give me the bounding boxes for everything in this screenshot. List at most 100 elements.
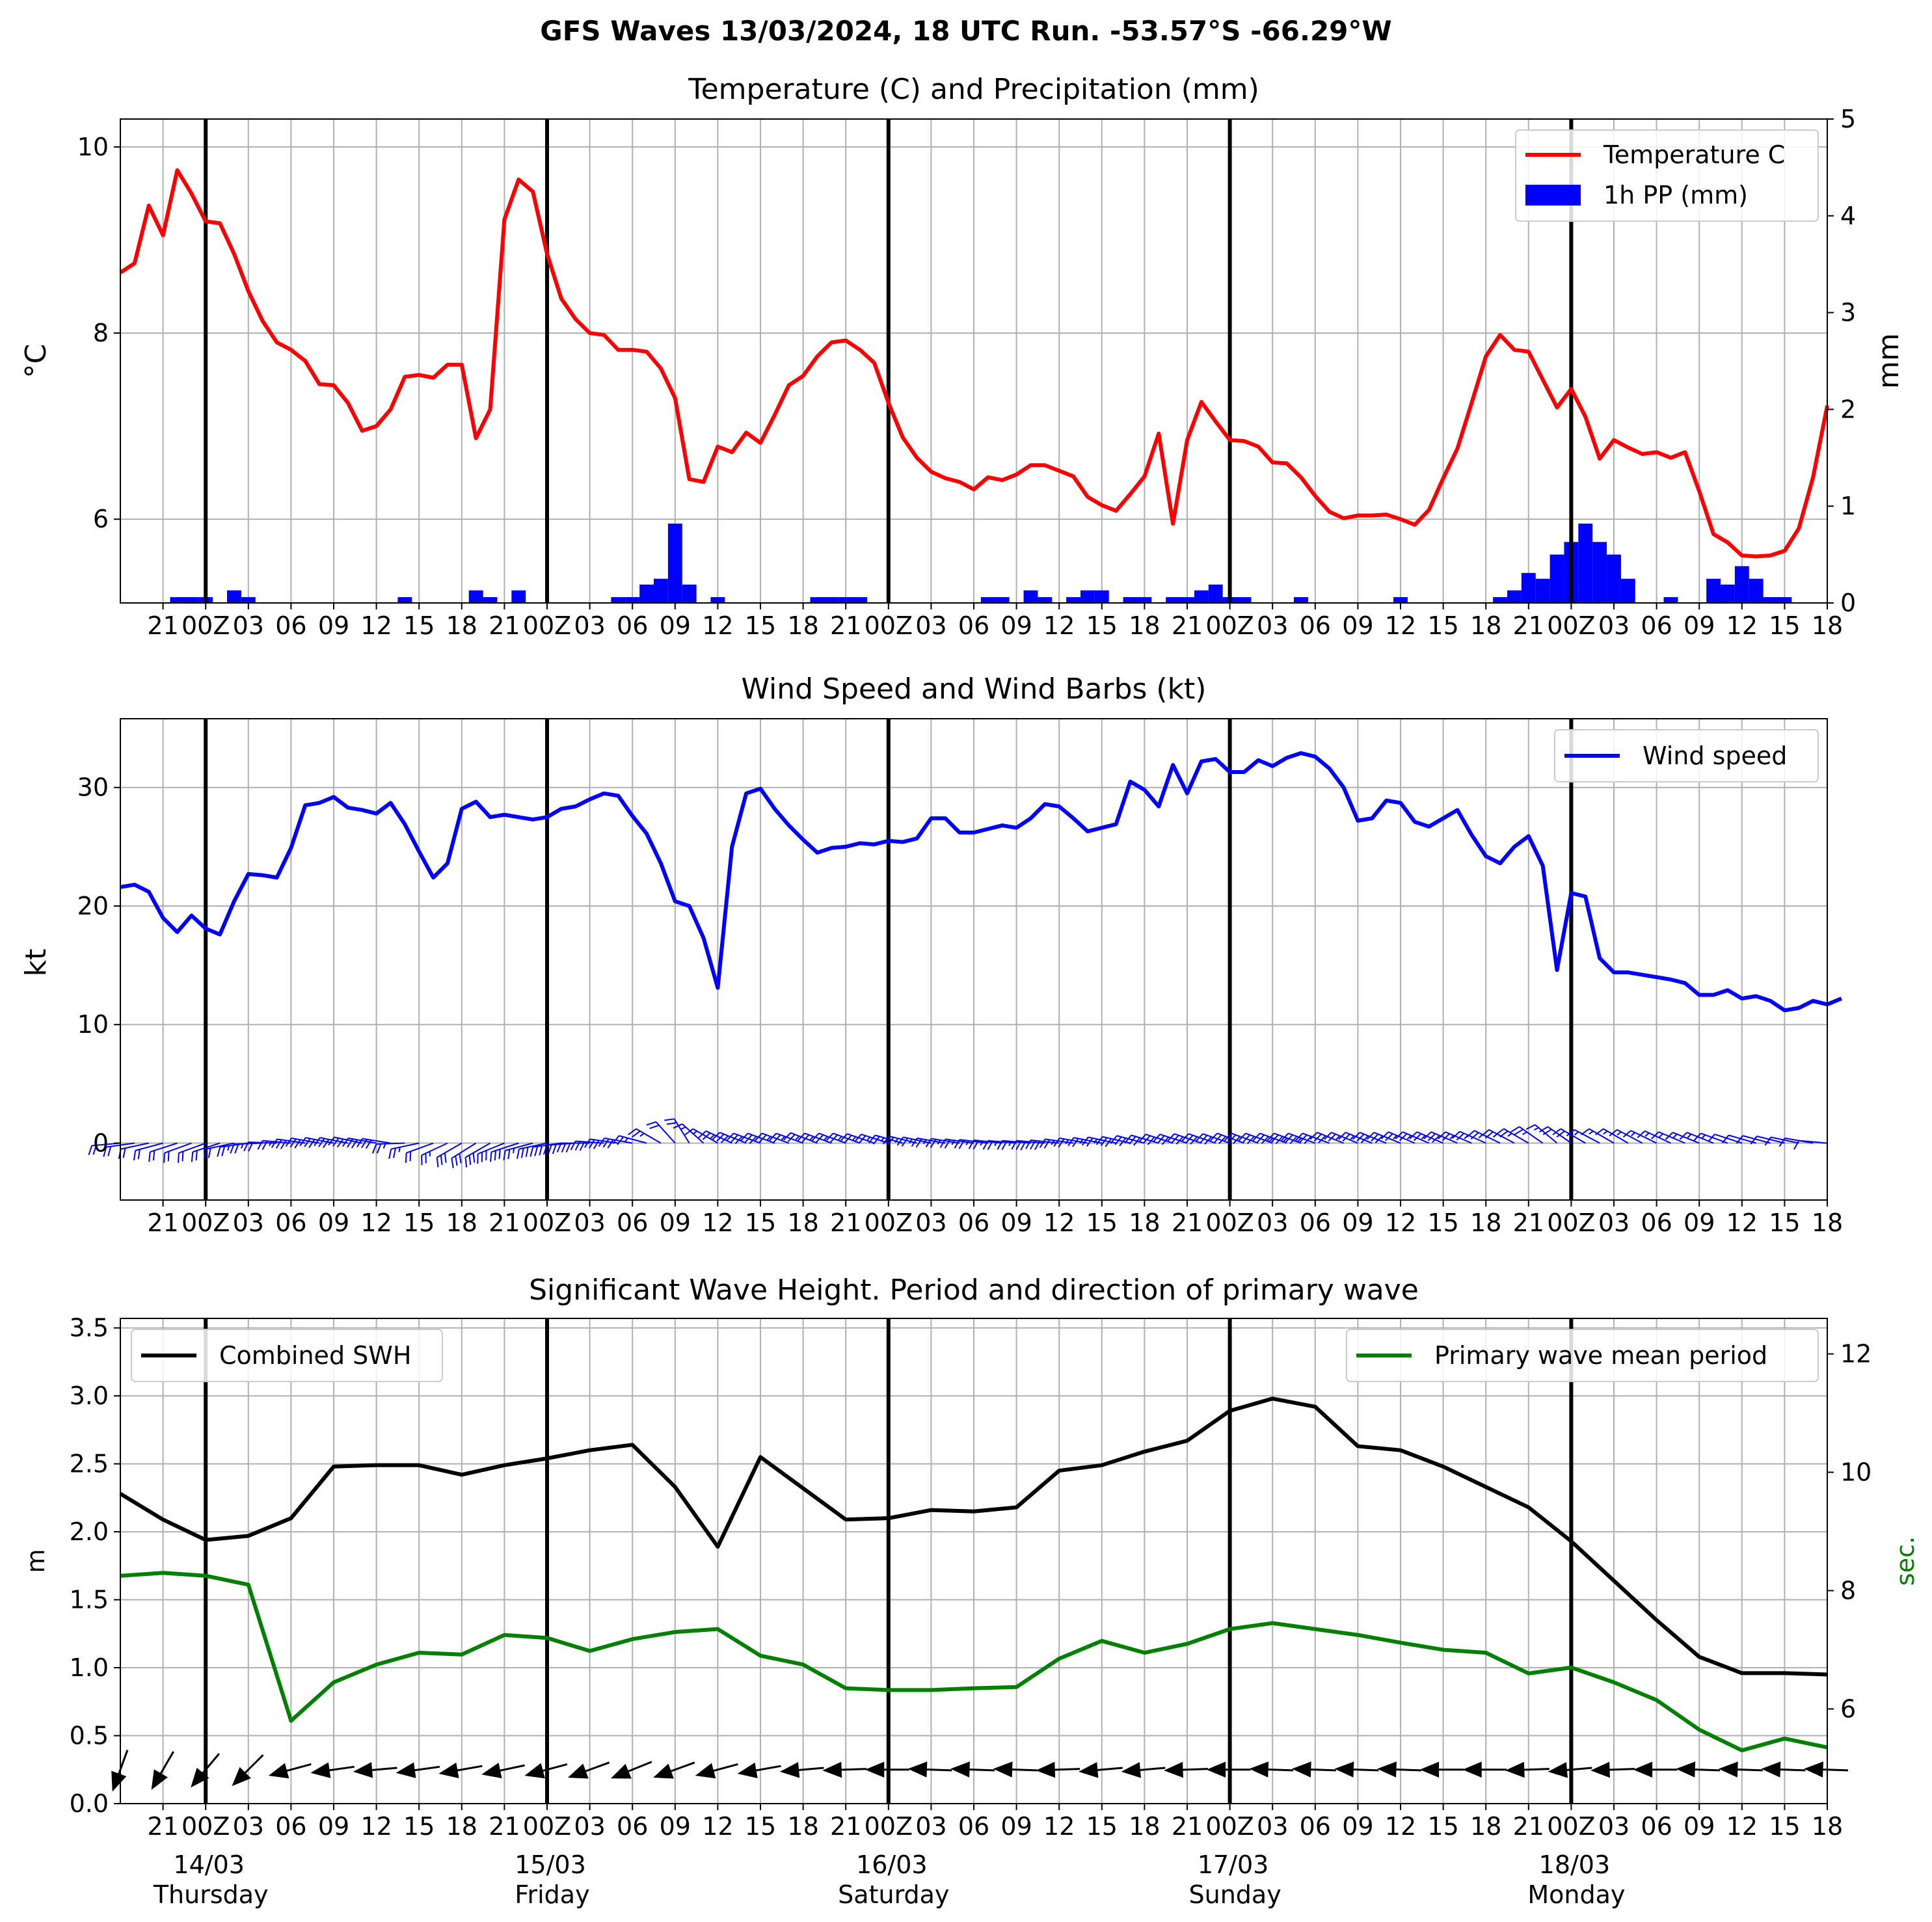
precip-bar	[1620, 578, 1635, 603]
precip-bar	[710, 597, 725, 603]
y-tick-label: 2	[1840, 395, 1856, 423]
wind-barb	[1053, 1137, 1088, 1148]
precip-bar	[1294, 597, 1308, 603]
x-tick-label: 09	[318, 1812, 349, 1841]
x-tick-label: 06	[275, 1812, 306, 1841]
wind-panel: Wind Speed and Wind Barbs (kt) 0 10 20 30 2…	[20, 673, 1843, 1237]
x-axis: 21 00Z 03 06 09 12 15 18 21 00Z 03 06 09 12 15 18 21 00Z 0…	[147, 603, 1843, 640]
wind-barb	[1267, 1132, 1302, 1145]
x-tick-label: 18	[1129, 1812, 1160, 1841]
wind-barb	[1153, 1133, 1188, 1145]
wind-barb	[1095, 1136, 1131, 1147]
x-tick-label: 15	[745, 1208, 776, 1237]
wind-barb	[191, 1142, 221, 1162]
wind-barb	[1637, 1130, 1671, 1144]
y-tick-label: 1	[1840, 492, 1856, 520]
legend-precip-label: 1h PP (mm)	[1603, 181, 1748, 209]
x-tick-label: 06	[958, 611, 989, 640]
wind-barb	[612, 1135, 647, 1145]
precip-bar	[625, 597, 640, 603]
y-tick-label: 0	[1840, 589, 1856, 617]
wave-direction-arrow	[567, 1761, 610, 1779]
wind-barb	[698, 1130, 732, 1144]
x-tick-label: 15	[1769, 611, 1800, 640]
wind-barb	[405, 1142, 434, 1163]
x-tick-label: 12	[1726, 1208, 1758, 1237]
wind-barb	[868, 1134, 903, 1145]
y-tick-label: 3.5	[70, 1314, 109, 1342]
wind-barb	[925, 1138, 960, 1149]
wind-barb	[1252, 1132, 1287, 1145]
wind-barb	[1525, 1124, 1558, 1144]
day-separators	[204, 719, 1574, 1200]
wind-barb	[203, 1142, 235, 1159]
x-tick-label: 21	[1172, 1208, 1203, 1237]
x-tick-label: 12	[360, 611, 392, 640]
wind-barb	[1481, 1128, 1515, 1144]
wind-barb	[517, 1142, 548, 1159]
y-axis-right: 6 8 10 12	[1827, 1340, 1872, 1723]
x-tick-label: 00Z	[181, 1208, 230, 1237]
wind-barb	[328, 1136, 362, 1148]
x-tick-label: 03	[233, 1208, 264, 1237]
wind-barb	[740, 1132, 775, 1145]
wave-direction-arrow	[610, 1761, 652, 1779]
wave-series	[119, 1396, 1828, 1753]
x-tick-label: 06	[1641, 1812, 1672, 1841]
wind-barb	[230, 1142, 263, 1154]
wind-barb	[1736, 1135, 1771, 1144]
wind-barb	[1594, 1128, 1629, 1144]
wave-direction-arrow	[1676, 1761, 1721, 1778]
wind-barb	[1224, 1132, 1259, 1145]
precip-bar	[1038, 597, 1053, 603]
date-label: 16/03	[856, 1850, 928, 1879]
precip-bar	[1777, 597, 1792, 603]
wind-barb	[1138, 1133, 1174, 1145]
x-tick-label: 06	[1641, 611, 1672, 640]
x-tick-label: 06	[958, 1208, 989, 1237]
precip-bar	[824, 597, 839, 603]
precip-bar	[1721, 584, 1735, 603]
wave-direction-arrow	[191, 1753, 220, 1788]
wave-direction-arrow	[1761, 1761, 1806, 1778]
y-axis-left: 0.0 0.5 1.0 1.5 2.0 2.5 3.0 3.5	[70, 1314, 120, 1818]
wind-barb	[1025, 1139, 1060, 1151]
precip-bar	[980, 597, 995, 603]
precip-bar	[1137, 597, 1152, 603]
wind-barb	[285, 1137, 320, 1149]
wind-barb	[1495, 1128, 1529, 1144]
precip-bar	[839, 597, 853, 603]
wave-direction-arrow	[1249, 1761, 1294, 1778]
precip-bar	[1607, 554, 1621, 603]
wind-barb	[1665, 1132, 1700, 1144]
x-tick-label: 21	[1513, 1208, 1544, 1237]
x-tick-label: 03	[1598, 1208, 1630, 1237]
wave-direction-arrow	[1121, 1762, 1166, 1778]
precip-bar	[1706, 578, 1721, 603]
y-tick-label: 8	[1840, 1576, 1856, 1605]
wave-direction-arrow	[653, 1761, 695, 1779]
wind-barb	[1609, 1128, 1643, 1144]
x-axis: 21 00Z 03 06 09 12 15 18 21 00Z 03 06 09 12 15 18 21 00Z 0…	[147, 1804, 1843, 1841]
precip-bar	[810, 597, 825, 603]
x-tick-label: 06	[275, 611, 306, 640]
wind-barb	[1366, 1132, 1401, 1144]
x-tick-label: 18	[1812, 1812, 1843, 1841]
x-tick-label: 06	[617, 1208, 648, 1237]
wave-direction-arrow	[481, 1763, 526, 1779]
wind-barb	[556, 1142, 590, 1153]
weekday-label: Sunday	[1189, 1880, 1281, 1909]
x-tick-label: 21	[1172, 611, 1203, 640]
legend-period: Primary wave mean period	[1346, 1329, 1819, 1382]
precip-bar	[639, 584, 654, 603]
precip-bar	[397, 597, 412, 603]
x-tick-label: 21	[489, 1208, 520, 1237]
wind-barb	[356, 1138, 391, 1149]
wind-barb	[664, 1118, 690, 1144]
wind-barb	[1067, 1137, 1102, 1147]
wind-barb	[1764, 1136, 1799, 1146]
y-tick-label: 3	[1840, 299, 1856, 327]
weekday-label: Monday	[1527, 1880, 1625, 1909]
wind-barb	[646, 1121, 676, 1144]
wave-direction-arrow	[396, 1762, 440, 1778]
